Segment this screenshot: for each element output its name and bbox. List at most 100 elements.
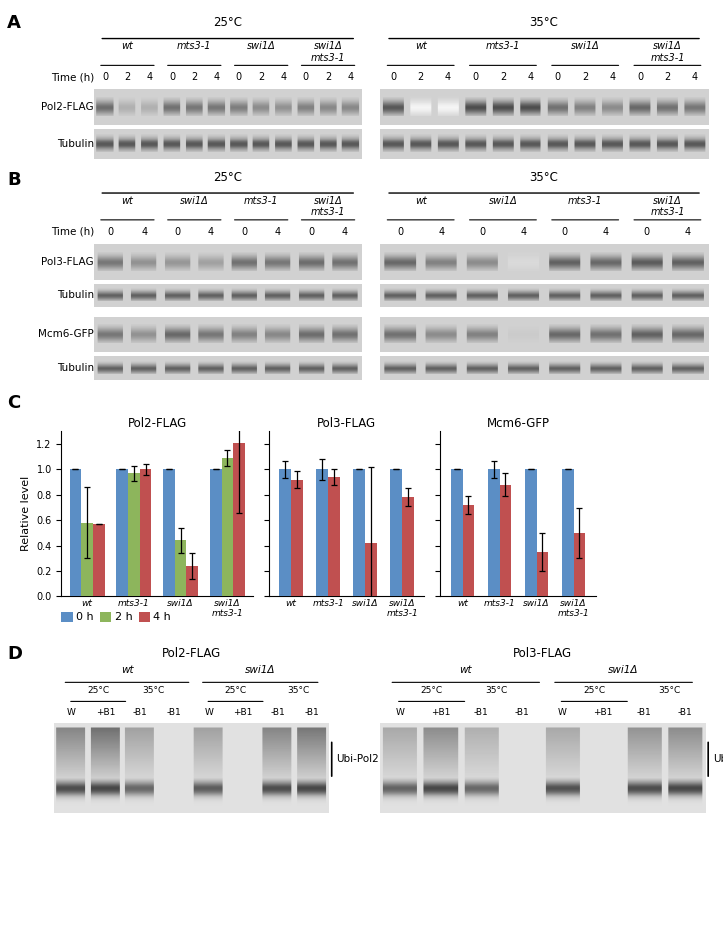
Bar	[93, 524, 105, 596]
Bar	[69, 469, 81, 596]
Text: 2: 2	[582, 73, 589, 82]
Text: swi1Δ
mts3-1: swi1Δ mts3-1	[650, 41, 685, 63]
Text: Mcm6-GFP: Mcm6-GFP	[38, 330, 94, 339]
Text: 25°C: 25°C	[213, 171, 242, 184]
Text: 2: 2	[500, 73, 506, 82]
Text: +B1: +B1	[234, 707, 253, 717]
Bar	[450, 469, 463, 596]
Text: 35°C: 35°C	[288, 686, 310, 695]
Title: Pol2-FLAG: Pol2-FLAG	[128, 417, 187, 430]
Text: 0: 0	[479, 227, 485, 236]
Text: 4: 4	[342, 227, 348, 236]
Text: -B1: -B1	[677, 707, 692, 717]
Text: wt: wt	[460, 665, 472, 675]
Bar	[163, 469, 175, 596]
Text: 4: 4	[692, 73, 698, 82]
Text: 0: 0	[637, 73, 643, 82]
Text: Tubulin: Tubulin	[57, 363, 94, 373]
Bar	[328, 477, 340, 596]
Bar	[140, 469, 151, 596]
Text: 2: 2	[325, 73, 331, 82]
Text: -B1: -B1	[304, 707, 319, 717]
Text: 4: 4	[445, 73, 451, 82]
Text: 0: 0	[390, 73, 396, 82]
Text: -B1: -B1	[270, 707, 285, 717]
Text: swi1Δ
mts3-1: swi1Δ mts3-1	[650, 196, 685, 218]
Text: 0: 0	[241, 227, 247, 236]
Text: W: W	[67, 707, 76, 717]
Bar	[317, 469, 328, 596]
Bar	[463, 505, 474, 596]
Text: 2: 2	[191, 73, 197, 82]
Text: 35°C: 35°C	[486, 686, 508, 695]
Text: 25°C: 25°C	[87, 686, 109, 695]
Text: 0: 0	[308, 227, 315, 236]
Text: swi1Δ
mts3-1: swi1Δ mts3-1	[311, 41, 346, 63]
Title: Mcm6-GFP: Mcm6-GFP	[487, 417, 549, 430]
Text: 4: 4	[347, 73, 354, 82]
Text: swi1Δ: swi1Δ	[570, 41, 599, 51]
Text: Ubi-Pol2: Ubi-Pol2	[335, 755, 379, 764]
Text: swi1Δ: swi1Δ	[247, 41, 275, 51]
Text: 4: 4	[609, 73, 616, 82]
Text: -B1: -B1	[167, 707, 181, 717]
Bar	[81, 523, 93, 596]
Text: 4: 4	[275, 227, 281, 236]
Text: 25°C: 25°C	[224, 686, 247, 695]
Text: -B1: -B1	[515, 707, 529, 717]
Text: 4: 4	[213, 73, 220, 82]
Text: 25°C: 25°C	[421, 686, 442, 695]
Bar	[279, 469, 291, 596]
Bar	[390, 469, 402, 596]
Text: 25°C: 25°C	[213, 16, 242, 29]
Bar	[210, 469, 221, 596]
Text: 0: 0	[303, 73, 309, 82]
Bar	[525, 469, 536, 596]
Text: 0: 0	[108, 227, 114, 236]
Text: Pol2-FLAG: Pol2-FLAG	[162, 647, 221, 660]
Text: W: W	[395, 707, 404, 717]
Text: mts3-1: mts3-1	[177, 41, 212, 51]
Text: 4: 4	[603, 227, 609, 236]
Text: Pol3-FLAG: Pol3-FLAG	[513, 647, 572, 660]
Text: 35°C: 35°C	[530, 171, 558, 184]
Bar	[354, 469, 365, 596]
Text: +B1: +B1	[594, 707, 613, 717]
Text: -B1: -B1	[636, 707, 651, 717]
Text: Tubulin: Tubulin	[57, 290, 94, 300]
Text: Ubi-Pol3: Ubi-Pol3	[713, 755, 723, 764]
Text: -B1: -B1	[133, 707, 147, 717]
Text: wt: wt	[121, 41, 133, 51]
Text: 0: 0	[174, 227, 181, 236]
Text: swi1Δ: swi1Δ	[608, 665, 639, 675]
Text: Time (h): Time (h)	[51, 227, 94, 236]
Text: swi1Δ: swi1Δ	[245, 665, 275, 675]
Text: 4: 4	[438, 227, 445, 236]
Bar	[536, 552, 548, 596]
Bar	[234, 443, 245, 596]
Text: 2: 2	[124, 73, 131, 82]
Bar	[291, 479, 303, 596]
Bar	[500, 485, 511, 596]
Text: 4: 4	[141, 227, 147, 236]
Text: A: A	[7, 14, 21, 32]
Text: 0: 0	[102, 73, 108, 82]
Text: B: B	[7, 171, 21, 188]
Text: 0: 0	[555, 73, 561, 82]
Text: Pol3-FLAG: Pol3-FLAG	[41, 257, 94, 267]
Text: C: C	[7, 394, 20, 412]
Text: 0: 0	[236, 73, 242, 82]
Text: 4: 4	[521, 227, 526, 236]
Bar	[573, 533, 586, 596]
Y-axis label: Relative level: Relative level	[21, 477, 31, 551]
Legend: 0 h, 2 h, 4 h: 0 h, 2 h, 4 h	[61, 611, 171, 623]
Text: wt: wt	[415, 196, 427, 205]
Text: swi1Δ: swi1Δ	[180, 196, 209, 205]
Text: 0: 0	[397, 227, 403, 236]
Text: mts3-1: mts3-1	[486, 41, 520, 51]
Text: 0: 0	[643, 227, 650, 236]
Text: 0: 0	[562, 227, 568, 236]
Bar	[128, 473, 140, 596]
Text: 4: 4	[685, 227, 691, 236]
Title: Pol3-FLAG: Pol3-FLAG	[317, 417, 376, 430]
